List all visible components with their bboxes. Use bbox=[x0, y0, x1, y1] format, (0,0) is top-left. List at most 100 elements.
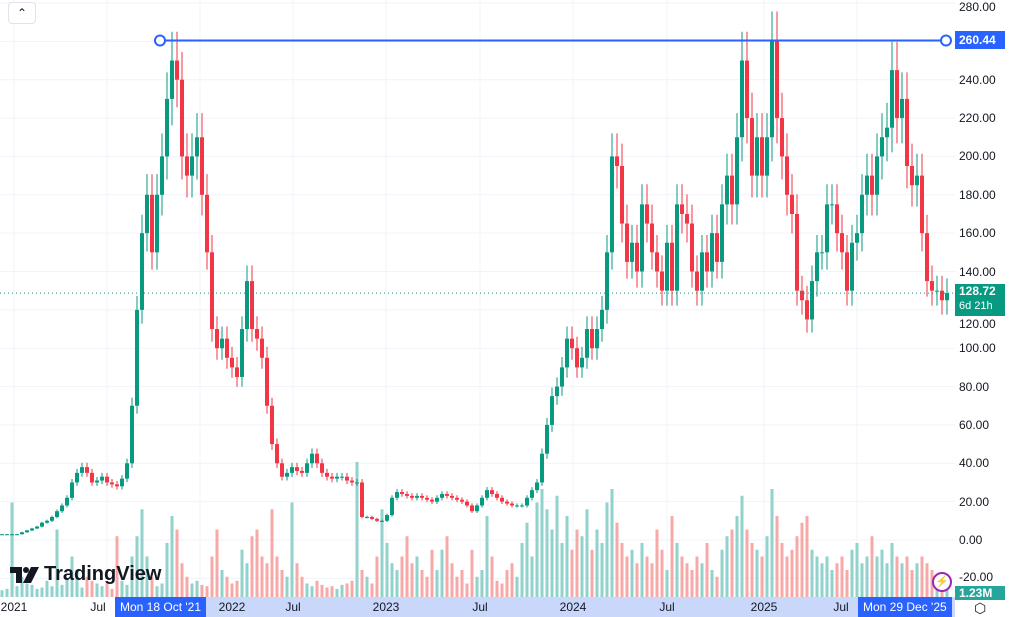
price-tick-label: 40.00 bbox=[959, 456, 990, 471]
candle-body bbox=[300, 470, 304, 473]
candle-body bbox=[270, 405, 274, 445]
candle-body bbox=[700, 252, 704, 291]
time-axis[interactable]: 2021 Jul 2022 Jul 2023 Jul 2024 Jul 2025 Jul Mon … bbox=[0, 597, 955, 617]
volume-bar bbox=[735, 516, 739, 597]
volume-bar bbox=[80, 587, 84, 597]
volume-bar bbox=[285, 576, 289, 597]
candle-body bbox=[630, 242, 634, 262]
candle-body bbox=[800, 290, 804, 301]
volume-bar bbox=[185, 576, 189, 597]
volume-value-label: 1.23M bbox=[955, 586, 1005, 600]
range-start-label: Mon 18 Oct '21 bbox=[115, 597, 206, 617]
candle-body bbox=[200, 137, 204, 195]
lightning-icon[interactable]: ⚡ bbox=[932, 572, 952, 592]
candle-body bbox=[85, 467, 89, 473]
volume-bar bbox=[465, 583, 469, 597]
candle-body bbox=[885, 127, 889, 138]
candle-body bbox=[40, 522, 44, 527]
volume-bar bbox=[655, 529, 659, 597]
candle-body bbox=[715, 233, 719, 262]
candle-body bbox=[455, 497, 459, 500]
volume-bar bbox=[180, 563, 184, 597]
volume-bar bbox=[605, 502, 609, 597]
candle-body bbox=[265, 357, 269, 406]
volume-bar bbox=[765, 536, 769, 597]
candle-body bbox=[70, 482, 74, 498]
candle-body bbox=[15, 534, 19, 536]
candle-body bbox=[240, 329, 244, 377]
candle-body bbox=[850, 242, 854, 291]
candle-body bbox=[330, 476, 334, 479]
candle-body bbox=[880, 137, 884, 157]
candle-body bbox=[805, 300, 809, 320]
candle-body bbox=[275, 444, 279, 464]
time-tick-label: 2022 bbox=[218, 600, 246, 614]
candle-body bbox=[210, 252, 214, 330]
volume-bar bbox=[355, 462, 359, 597]
price-tick-label: 220.00 bbox=[959, 111, 996, 126]
volume-bar bbox=[580, 536, 584, 597]
candle-body bbox=[910, 166, 914, 186]
volume-bar bbox=[590, 549, 594, 597]
candle-body bbox=[205, 194, 209, 253]
candle-body bbox=[175, 60, 179, 80]
candle-body bbox=[860, 194, 864, 234]
candle-body bbox=[825, 204, 829, 253]
candle-body bbox=[915, 175, 919, 186]
bar-countdown: 6d 21h bbox=[959, 300, 993, 312]
candle-body bbox=[580, 357, 584, 368]
volume-bar bbox=[95, 583, 99, 597]
candle-body bbox=[30, 528, 34, 531]
volume-bar bbox=[310, 586, 314, 597]
volume-bar bbox=[815, 556, 819, 597]
volume-bar bbox=[90, 580, 94, 597]
candle-body bbox=[305, 463, 309, 473]
candle-body bbox=[325, 472, 329, 477]
volume-bar bbox=[810, 549, 814, 597]
time-tick-label: Jul bbox=[833, 600, 849, 614]
settings-hex-icon[interactable]: ⬡ bbox=[974, 600, 987, 616]
volume-bar bbox=[115, 536, 119, 597]
price-tick-label: 140.00 bbox=[959, 264, 996, 279]
candle-body bbox=[645, 204, 649, 224]
candle-body bbox=[785, 156, 789, 195]
candle-body bbox=[810, 281, 814, 320]
volume-bar bbox=[800, 522, 804, 597]
candle-body bbox=[575, 348, 579, 368]
candle-body bbox=[110, 482, 114, 485]
candle-body bbox=[750, 118, 754, 176]
candle-body bbox=[355, 482, 359, 484]
candle-body bbox=[670, 242, 674, 291]
candle-body bbox=[550, 396, 554, 425]
volume-bar bbox=[385, 543, 389, 597]
volume-bar bbox=[430, 549, 434, 597]
candle-body bbox=[530, 490, 534, 498]
candle-body bbox=[120, 478, 124, 487]
volume-bar bbox=[555, 495, 559, 597]
candle-body bbox=[720, 204, 724, 262]
volume-bar bbox=[695, 556, 699, 597]
volume-bar bbox=[330, 586, 334, 597]
candle-body bbox=[95, 480, 99, 483]
grid bbox=[0, 0, 955, 597]
logo-text: TradingView bbox=[44, 563, 162, 585]
volume-bar bbox=[525, 522, 529, 597]
volume-bar bbox=[535, 502, 539, 597]
volume-bar bbox=[85, 576, 89, 597]
candle-body bbox=[905, 98, 909, 167]
candle-body bbox=[820, 252, 824, 254]
candle-body bbox=[345, 476, 349, 481]
candle-body bbox=[895, 70, 899, 119]
collapse-button[interactable]: ⌃ bbox=[8, 2, 36, 24]
volume-bar bbox=[435, 570, 439, 597]
volume-bar bbox=[705, 543, 709, 597]
volume-bar bbox=[620, 543, 624, 597]
tradingview-logo[interactable]: TradingView bbox=[10, 563, 161, 586]
price-tick-label: 20.00 bbox=[959, 494, 990, 509]
candle-body bbox=[765, 137, 769, 176]
candle-body bbox=[245, 281, 249, 330]
horizontal-line-drawing[interactable] bbox=[154, 34, 952, 47]
candle-body bbox=[35, 526, 39, 529]
volume-bar bbox=[740, 495, 744, 597]
